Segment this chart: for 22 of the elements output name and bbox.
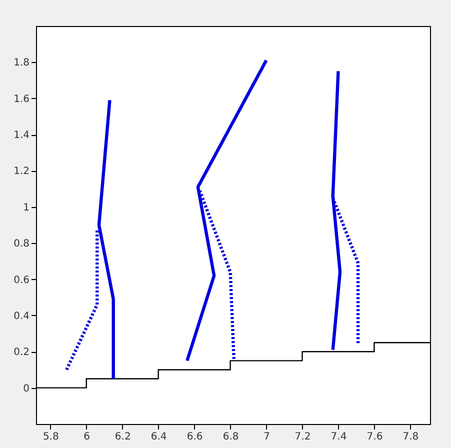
y-tick-label: 0.4 [14,310,30,322]
x-tick-label: 6 [84,432,90,442]
x-tick-label: 7.8 [402,432,419,442]
line-series [186,58,268,362]
x-tick-label: 7.4 [330,432,347,442]
x-tick-label: 6.2 [114,432,131,442]
x-tick-label: 5.8 [42,432,59,442]
x-tick-label: 7.6 [366,432,383,442]
y-tick-label: 1 [23,202,30,214]
x-tick-label: 7.2 [294,432,311,442]
x-tick-label: 6.8 [222,432,239,442]
y-tick-label: 0 [23,383,30,394]
y-tick-label: 1.4 [14,130,30,142]
y-tick-label: 0.2 [14,347,30,358]
y-tick-label: 1.8 [14,58,30,69]
x-tick-label: 6.6 [186,432,203,442]
y-tick-label: 1.6 [14,94,30,105]
y-tick-label: 1.2 [14,166,30,178]
y-tick-label: 0.6 [14,274,30,286]
y-tick-label: 0.8 [14,238,30,250]
x-tick-label: 6.4 [150,432,167,442]
x-tick-label: 7 [264,432,270,442]
